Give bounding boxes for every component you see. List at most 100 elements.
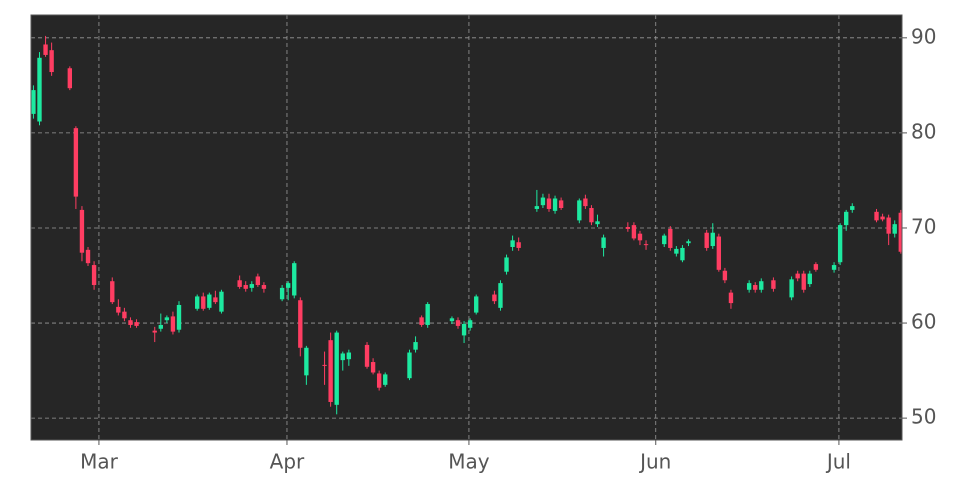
x-tick-label: Jun	[638, 450, 671, 474]
candle-body	[516, 242, 521, 248]
candle-body	[686, 241, 691, 244]
candle-body	[746, 283, 752, 290]
candle-body	[243, 285, 248, 289]
candle-body	[304, 347, 309, 376]
candle-body	[164, 317, 170, 321]
candle-body	[704, 232, 709, 248]
plot-area	[31, 15, 902, 440]
candle-body	[31, 90, 36, 114]
y-tick-label: 90	[911, 24, 936, 48]
x-tick-label: Jul	[825, 450, 851, 474]
candles	[31, 35, 902, 415]
candle-body	[583, 198, 588, 207]
candle-body	[376, 373, 382, 388]
candle-body	[449, 318, 455, 322]
candle-body	[558, 200, 564, 209]
candle-body	[680, 247, 685, 261]
candle-body	[134, 322, 139, 326]
candle-body	[346, 352, 352, 360]
x-tick-label: Mar	[80, 450, 119, 474]
candle-body	[292, 263, 297, 296]
candle-body	[831, 265, 837, 270]
candle-body	[474, 296, 479, 313]
candle-body	[85, 249, 91, 264]
candle-body	[880, 216, 885, 220]
candle-body	[789, 279, 794, 298]
candle-body	[850, 206, 855, 210]
candle-body	[668, 228, 673, 248]
candle-body	[455, 320, 461, 326]
candle-body	[498, 283, 503, 308]
candle-body	[795, 273, 800, 279]
plot-frame	[30, 14, 903, 441]
candle-body	[577, 200, 582, 221]
y-tick-label: 80	[911, 119, 936, 143]
axes: 50 60 70 80 90 Mar Apr May Jun Jul	[30, 14, 936, 474]
candle-body	[540, 197, 546, 206]
candle-body	[407, 352, 412, 379]
candle-body	[419, 317, 424, 325]
candle-body	[261, 285, 267, 289]
y-tick-label: 50	[911, 405, 936, 429]
candle-body	[219, 291, 224, 312]
candle-body	[728, 292, 734, 304]
candle-body	[322, 364, 327, 366]
candle-body	[898, 212, 902, 252]
candle-body	[510, 240, 515, 247]
candle-body	[710, 232, 715, 247]
candle-body	[716, 236, 722, 270]
y-tick-label: 60	[911, 310, 936, 334]
candle-body	[674, 248, 679, 254]
candle-body	[364, 344, 370, 367]
candle-body	[49, 50, 54, 73]
candle-body	[801, 273, 806, 290]
candle-body	[753, 285, 758, 290]
candle-body	[67, 68, 73, 89]
y-tick-label: 70	[911, 214, 936, 238]
candle-body	[249, 284, 254, 288]
candle-body	[79, 209, 85, 253]
candle-body	[43, 44, 48, 55]
candle-body	[643, 244, 649, 246]
x-tick-label: May	[448, 450, 490, 474]
candle-body	[425, 304, 430, 325]
candle-body	[552, 198, 558, 211]
candle-body	[279, 287, 285, 300]
candle-body	[807, 273, 812, 285]
candle-body	[110, 281, 115, 303]
candle-body	[195, 296, 200, 309]
candle-body	[662, 235, 667, 245]
candle-body	[413, 342, 418, 350]
candle-body	[461, 324, 467, 336]
candle-body	[128, 320, 133, 325]
candle-body	[334, 332, 339, 405]
candle-body	[492, 294, 497, 302]
candle-body	[874, 211, 879, 221]
candle-body	[886, 217, 891, 234]
candle-body	[237, 280, 242, 287]
candle-body	[625, 227, 631, 229]
candle-body	[601, 237, 606, 248]
candle-body	[892, 224, 897, 234]
candle-body	[546, 198, 552, 209]
candle-body	[370, 362, 376, 373]
candle-body	[116, 306, 121, 313]
candle-body	[170, 316, 176, 332]
candle-body	[595, 221, 600, 225]
candle-body	[813, 264, 819, 270]
candle-body	[122, 311, 127, 319]
candle-body	[285, 283, 291, 288]
x-tick-label: Apr	[270, 450, 305, 474]
candle-body	[213, 297, 218, 303]
candle-body	[837, 225, 843, 263]
candle-body	[201, 296, 206, 309]
candle-body	[37, 57, 42, 122]
candle-body	[176, 304, 182, 330]
candle-body	[91, 265, 97, 286]
candle-body	[383, 374, 388, 385]
grid	[31, 15, 902, 440]
candle-body	[298, 300, 303, 348]
candle-body	[207, 294, 212, 308]
